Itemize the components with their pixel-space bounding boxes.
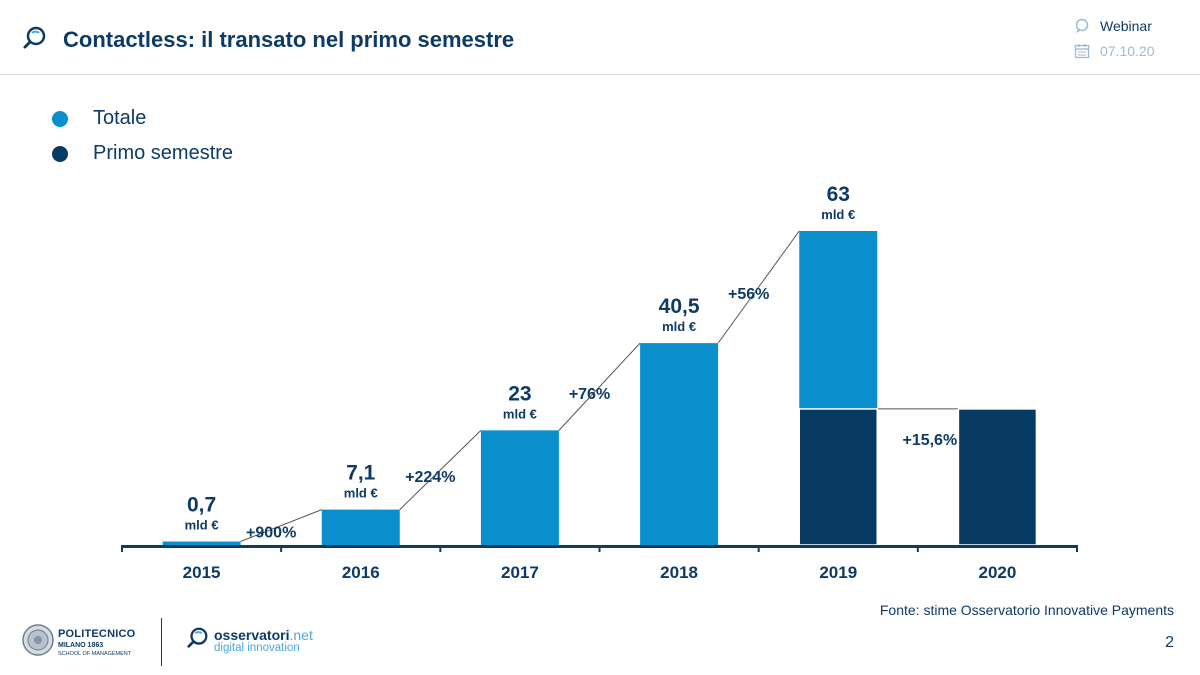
osservatori-subtitle: digital innovation — [214, 642, 300, 654]
growth-label-2017-2018: +76% — [569, 386, 610, 403]
chat-bubble-icon — [1075, 18, 1089, 33]
polimi-name: POLITECNICO — [58, 628, 136, 640]
bar-totale-2018 — [640, 343, 719, 545]
politecnico-seal-icon — [22, 624, 54, 656]
growth-connector-3 — [558, 342, 641, 431]
x-tick-label-2019: 2019 — [819, 563, 857, 582]
data-label-value-2015: 0,7 — [187, 494, 216, 517]
growth-label-2016-2017: +224% — [405, 469, 455, 486]
legend-label-totale: Totale — [93, 107, 147, 129]
data-label-unit-2018: mld € — [662, 319, 696, 334]
source-note: Fonte: stime Osservatorio Innovative Pay… — [879, 602, 1174, 618]
growth-label-2019-2020: +15,6% — [902, 432, 957, 449]
osservatori-brand: osservatori.net — [214, 627, 313, 643]
data-label-unit-2017: mld € — [503, 406, 537, 421]
data-label-value-2019: 63 — [827, 183, 850, 206]
polimi-school: SCHOOL OF MANAGEMENT — [58, 651, 132, 657]
bar-totale-2015 — [162, 541, 241, 545]
x-tick-label-2018: 2018 — [660, 563, 698, 582]
bar-totale-2017 — [480, 430, 559, 545]
data-label-value-2016: 7,1 — [346, 462, 376, 485]
growth-label-2015-2016: +900% — [246, 525, 296, 542]
x-tick-label-2017: 2017 — [501, 563, 539, 582]
slide-header: Contactless: il transato nel primo semes… — [0, 0, 1200, 75]
legend-swatch-primo-semestre — [52, 145, 68, 162]
growth-connector-2 — [399, 430, 482, 510]
data-label-unit-2015: mld € — [185, 518, 219, 533]
osservatori-brand-name: osservatori — [214, 627, 290, 643]
legend-label-primo-semestre: Primo semestre — [93, 142, 234, 164]
legend-item-primo-semestre: Primo semestre — [52, 142, 233, 165]
date-label: 07.10.20 — [1100, 43, 1155, 59]
growth-label-2018-2019: +56% — [728, 286, 769, 303]
calendar-icon — [1074, 44, 1090, 59]
slide-title: Contactless: il transato nel primo semes… — [63, 27, 515, 52]
osservatori-footer-icon — [187, 627, 208, 648]
legend-swatch-totale — [52, 110, 68, 127]
x-tick-label-2015: 2015 — [183, 563, 221, 582]
data-label-unit-2016: mld € — [344, 486, 378, 501]
data-label-value-2018: 40,5 — [659, 295, 700, 318]
webinar-label: Webinar — [1100, 18, 1152, 34]
page-number: 2 — [1165, 634, 1174, 651]
footer-divider — [161, 618, 162, 666]
growth-connector-4 — [717, 230, 800, 344]
legend-item-totale: Totale — [52, 107, 146, 130]
osservatori-brand-suffix: .net — [289, 627, 313, 643]
x-tick-label-2016: 2016 — [342, 563, 380, 582]
bar-primo-semestre-2019 — [798, 408, 878, 546]
bar-primo-semestre-2020 — [957, 408, 1038, 546]
data-label-unit-2019: mld € — [821, 207, 855, 222]
webinar-tag: Webinar — [1074, 16, 1152, 36]
growth-connector-1 — [240, 509, 322, 542]
bar-totale-2016 — [321, 509, 400, 545]
data-label-value-2017: 23 — [508, 382, 531, 405]
polimi-city: MILANO 1863 — [58, 642, 104, 649]
x-tick-label-2020: 2020 — [979, 563, 1017, 582]
date-tag: 07.10.20 — [1074, 41, 1155, 61]
osservatori-logo-icon — [23, 26, 46, 49]
